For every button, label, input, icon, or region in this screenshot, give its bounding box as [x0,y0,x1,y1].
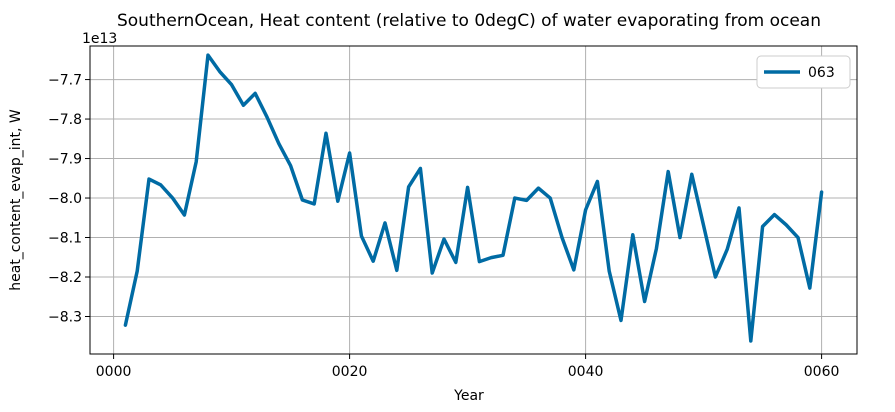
data-point [620,319,622,322]
plot-frame [89,45,858,355]
chart-title: SouthernOcean, Heat content (relative to… [117,11,821,31]
y-tick-label: −8.1 [48,231,82,247]
data-point [219,70,221,73]
data-point [820,191,823,193]
y-tick-label: −7.9 [48,152,82,168]
data-point [325,132,327,135]
data-point [785,224,787,226]
data-point [809,287,811,289]
data-point [466,186,469,189]
data-point [124,324,127,326]
data-point [584,209,587,211]
data-point [301,199,304,201]
data-point [396,269,398,272]
data-point [549,197,551,199]
y-axis-ticks: −8.3 −8.2 −8.1 −8.0 −7.9 −7.8 −7.7 [48,73,90,325]
data-point [750,340,752,342]
data-point [443,238,445,240]
data-point [679,236,681,239]
x-axis-label: Year [453,388,484,404]
x-tick-label: 0040 [568,364,604,380]
legend-label-063: 063 [808,65,835,81]
data-point [160,184,162,186]
x-axis-ticks: 0000 0020 0040 0060 [96,354,840,380]
data-point [207,54,209,56]
y-tick-label: −7.8 [48,112,82,128]
data-point [608,270,610,272]
series-points [124,54,823,342]
legend: 063 [756,55,851,89]
y-axis-offset-label: 1e13 [82,31,117,47]
y-tick-label: −8.0 [48,191,82,207]
data-point [195,160,197,163]
data-point [278,142,280,145]
data-point [667,170,669,173]
data-point [419,167,422,170]
data-point [360,235,363,237]
data-point [537,187,540,189]
grid-lines [90,46,857,354]
x-tick-label: 0020 [332,364,368,380]
data-point [348,152,351,154]
x-tick-label: 0000 [96,364,132,380]
data-point [596,180,599,183]
data-point [691,173,693,176]
y-tick-label: −7.7 [48,73,82,89]
data-point [797,236,799,239]
data-point [643,300,646,303]
y-axis-label: heat_content_evap_int, W [8,109,24,291]
data-point [490,256,493,259]
data-point [502,254,504,257]
y-tick-label: −8.3 [48,309,82,325]
data-point [254,92,256,95]
data-point [384,222,386,224]
data-point [136,270,138,272]
data-point [171,197,174,199]
data-point [230,83,233,86]
data-point [266,116,268,118]
data-point [372,260,375,263]
data-point [761,225,764,228]
data-point [655,247,658,250]
data-point [525,199,528,202]
data-point [289,164,292,167]
x-tick-label: 0060 [804,364,840,380]
data-point [738,207,740,209]
data-point [478,260,481,263]
data-point [337,200,339,202]
data-point [242,104,245,107]
data-point [407,186,410,188]
data-point [714,276,717,278]
data-point [313,203,316,205]
data-point [632,233,634,236]
data-point [514,197,516,199]
data-point [455,261,457,264]
data-point [561,236,563,239]
data-point [183,214,186,216]
legend-box [756,55,851,89]
y-tick-label: −8.2 [48,270,82,286]
series-line-063 [123,53,824,343]
data-point [431,272,434,274]
data-point [773,213,776,216]
data-point [148,178,150,180]
data-point [702,224,705,227]
data-point [726,248,728,251]
data-point [573,269,575,271]
